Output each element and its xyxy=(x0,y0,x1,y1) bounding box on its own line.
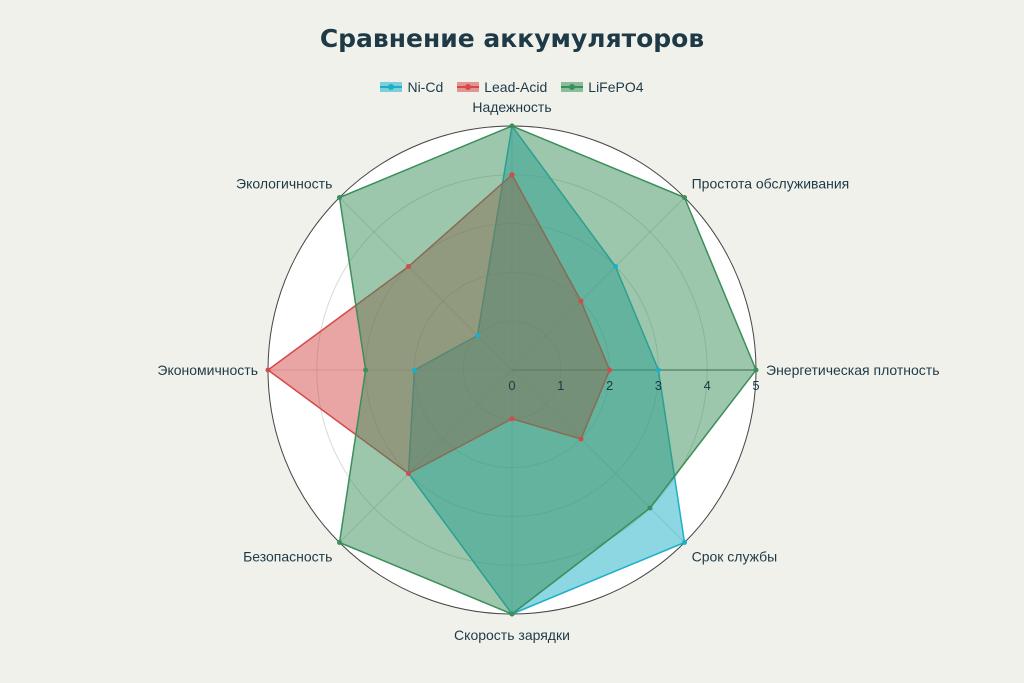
tick-label: 2 xyxy=(606,378,613,393)
series-polygon-lifepo4 xyxy=(338,125,757,615)
axis-label: Надежность xyxy=(472,99,551,115)
axis-label: Срок службы xyxy=(692,549,778,565)
legend: Ni-Cd Lead-Acid LiFePO4 xyxy=(0,79,1024,95)
tick-label: 4 xyxy=(704,378,711,393)
data-point-lifepo4 xyxy=(337,540,342,545)
legend-swatch-ni-cd xyxy=(380,82,403,92)
data-point-lead-acid xyxy=(578,298,584,304)
tick-label: 0 xyxy=(508,378,515,393)
legend-label-ni-cd: Ni-Cd xyxy=(407,79,444,95)
data-point-lifepo4 xyxy=(509,123,515,129)
data-point-ni-cd xyxy=(475,333,480,338)
axis-label: Скорость зарядки xyxy=(454,627,570,643)
legend-label-lifepo4: LiFePO4 xyxy=(588,79,644,95)
data-point-lifepo4 xyxy=(682,195,687,200)
data-point-ni-cd xyxy=(411,367,417,373)
data-point-lead-acid xyxy=(509,416,515,422)
tick-label: 1 xyxy=(557,378,564,393)
data-point-ni-cd xyxy=(613,264,618,269)
data-point-lifepo4 xyxy=(509,611,515,617)
legend-swatch-lifepo4 xyxy=(561,82,584,92)
axis-label: Экологичность xyxy=(236,175,332,191)
tick-label: 5 xyxy=(752,378,759,393)
data-point-lifepo4 xyxy=(363,367,369,373)
legend-item-ni-cd[interactable]: Ni-Cd xyxy=(380,79,443,95)
axis-label: Простота обслуживания xyxy=(692,175,850,191)
data-point-lifepo4 xyxy=(647,505,653,511)
legend-label-lead-acid: Lead-Acid xyxy=(484,79,548,95)
legend-item-lifepo4[interactable]: LiFePO4 xyxy=(561,79,644,95)
data-point-lifepo4 xyxy=(753,367,759,373)
axis-label: Безопасность xyxy=(243,549,332,565)
data-point-lead-acid xyxy=(265,367,271,373)
data-point-ni-cd xyxy=(682,540,687,545)
data-point-lifepo4 xyxy=(337,195,342,200)
legend-item-lead-acid[interactable]: Lead-Acid xyxy=(457,79,547,95)
data-point-lead-acid xyxy=(578,436,584,442)
data-point-ni-cd xyxy=(655,367,661,373)
data-point-lead-acid xyxy=(406,264,411,269)
axis-label: Энергетическая плотность xyxy=(766,362,940,378)
chart-title: Сравнение аккумуляторов xyxy=(319,24,705,53)
data-point-lead-acid xyxy=(406,471,411,476)
axis-label: Экономичность xyxy=(157,362,258,378)
data-point-lead-acid xyxy=(509,172,515,178)
legend-swatch-lead-acid xyxy=(457,82,480,92)
tick-label: 3 xyxy=(655,378,662,393)
data-point-lead-acid xyxy=(607,367,613,373)
